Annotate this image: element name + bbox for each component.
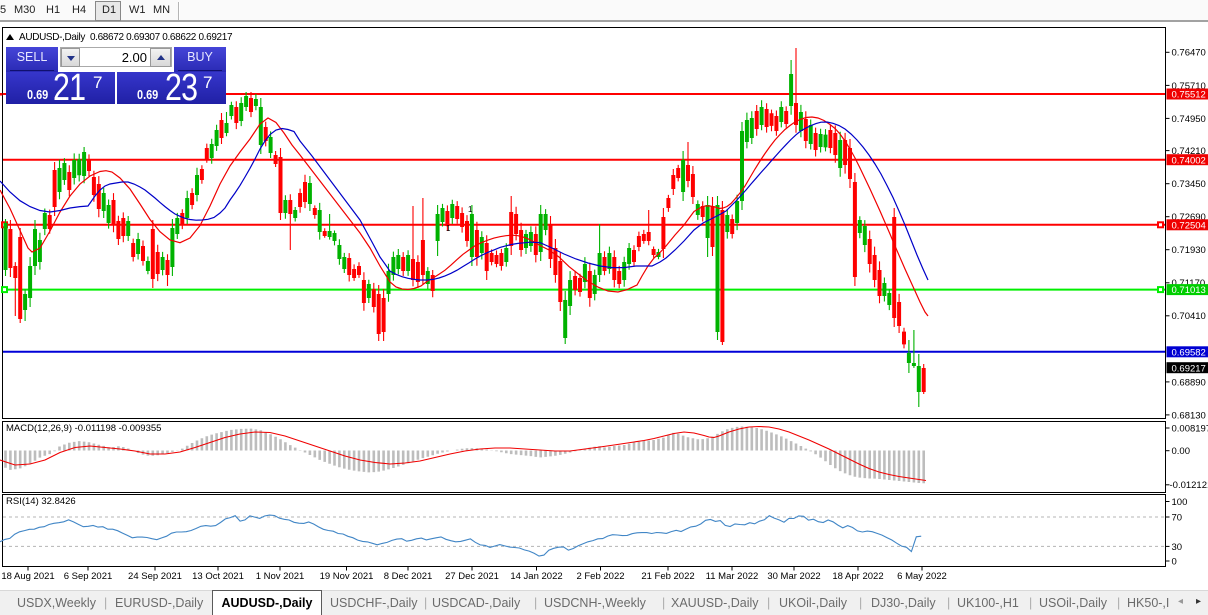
svg-text:0.72504: 0.72504 — [1172, 220, 1206, 231]
svg-text:0.71013: 0.71013 — [1172, 285, 1206, 296]
svg-text:1: 1 — [468, 205, 473, 214]
svg-text:0.75512: 0.75512 — [1172, 90, 1206, 101]
svg-text:RSI(14) 32.8426: RSI(14) 32.8426 — [6, 496, 76, 507]
svg-text:1: 1 — [446, 224, 451, 233]
svg-text:70: 70 — [1172, 512, 1183, 523]
svg-text:0.68890: 0.68890 — [1172, 377, 1206, 388]
svg-text:30: 30 — [1172, 542, 1183, 553]
svg-text:0.76470: 0.76470 — [1172, 48, 1206, 59]
svg-text:21 Feb 2022: 21 Feb 2022 — [641, 571, 694, 582]
svg-text:8 Dec 2021: 8 Dec 2021 — [384, 571, 433, 582]
svg-text:0.71930: 0.71930 — [1172, 245, 1206, 256]
svg-text:0.73450: 0.73450 — [1172, 179, 1206, 190]
svg-text:100: 100 — [1172, 497, 1188, 508]
svg-text:0.68130: 0.68130 — [1172, 410, 1206, 421]
svg-text:27 Dec 2021: 27 Dec 2021 — [445, 571, 499, 582]
svg-text:1 Nov 2021: 1 Nov 2021 — [256, 571, 305, 582]
svg-text:MACD(12,26,9) -0.011198 -0.009: MACD(12,26,9) -0.011198 -0.009355 — [6, 423, 161, 434]
svg-text:0.69217: 0.69217 — [1172, 363, 1206, 374]
svg-text:18 Aug 2021: 18 Aug 2021 — [1, 571, 54, 582]
svg-text:0.74950: 0.74950 — [1172, 114, 1206, 125]
svg-text:2 Feb 2022: 2 Feb 2022 — [576, 571, 624, 582]
svg-text:24 Sep 2021: 24 Sep 2021 — [128, 571, 182, 582]
svg-text:0.74002: 0.74002 — [1172, 155, 1206, 166]
svg-text:18 Apr 2022: 18 Apr 2022 — [832, 571, 883, 582]
svg-text:0.72690: 0.72690 — [1172, 212, 1206, 223]
svg-text:14 Jan 2022: 14 Jan 2022 — [510, 571, 562, 582]
svg-text:0.008197: 0.008197 — [1172, 423, 1208, 434]
svg-text:13 Oct 2021: 13 Oct 2021 — [192, 571, 244, 582]
svg-text:0.74210: 0.74210 — [1172, 146, 1206, 157]
svg-text:30 Mar 2022: 30 Mar 2022 — [767, 571, 820, 582]
svg-text:11 Mar 2022: 11 Mar 2022 — [706, 571, 759, 582]
svg-text:6 Sep 2021: 6 Sep 2021 — [64, 571, 113, 582]
svg-text:0.70410: 0.70410 — [1172, 311, 1206, 322]
svg-text:19 Nov 2021: 19 Nov 2021 — [320, 571, 374, 582]
svg-text:0.69582: 0.69582 — [1172, 347, 1206, 358]
svg-text:0.00: 0.00 — [1172, 446, 1191, 457]
svg-text:0.71170: 0.71170 — [1172, 278, 1206, 289]
svg-text:0.75710: 0.75710 — [1172, 81, 1206, 92]
svg-text:0: 0 — [1172, 556, 1177, 567]
svg-text:6 May 2022: 6 May 2022 — [897, 571, 947, 582]
